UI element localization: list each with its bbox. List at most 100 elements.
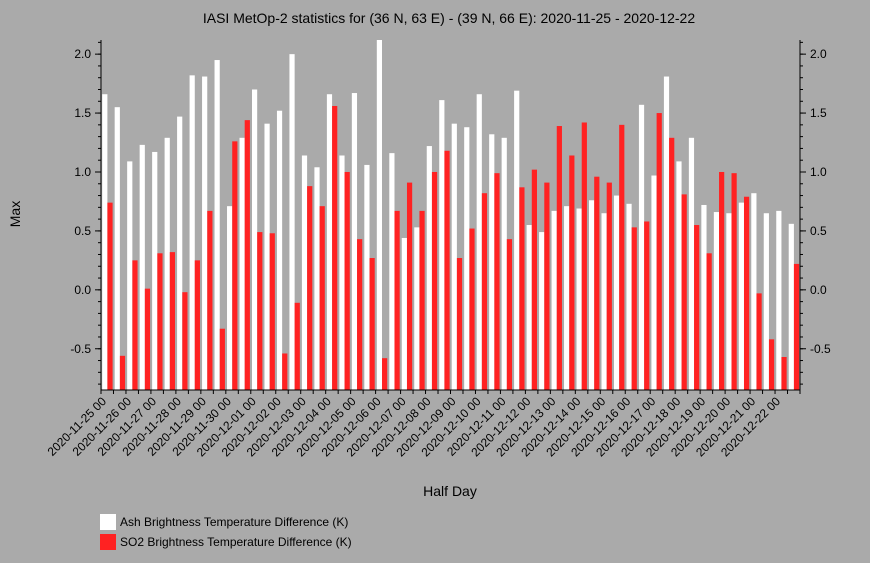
so2-bar [419,210,425,390]
so2-bar [519,187,525,390]
ash-bar [314,167,320,390]
so2-bar [182,292,188,390]
ash-bar [489,134,495,390]
ash-bar [464,127,470,391]
ash-bar [576,208,582,390]
so2-bar [531,169,537,390]
ash-bar [788,223,794,390]
ash-bar [651,175,657,390]
ash-bar [301,155,308,390]
so2-bar [257,232,263,390]
so2-bar [506,239,513,390]
so2-bar [469,228,475,390]
so2-bar [656,113,662,390]
ash-bar [526,225,532,390]
ash-bar [589,200,595,390]
ash-bar [601,213,607,390]
ash-bar [339,155,345,390]
ash-bar [214,60,220,390]
y-tick-label-left: 1.0 [74,165,91,179]
ash-bar [701,204,707,390]
so2-bar [694,225,700,390]
legend-item-so2: SO2 Brightness Temperature Difference (K… [100,532,352,552]
ash-bar [426,146,432,390]
chart-title: IASI MetOp-2 statistics for (36 N, 63 E)… [203,10,696,26]
ash-bar [713,212,720,390]
so2-bar [244,120,250,390]
ash-bar [177,116,183,390]
ash-bar [626,203,632,390]
so2-bar [743,196,750,390]
so2-bar [406,182,413,390]
so2-bar [394,210,400,390]
ash-bar [164,137,170,390]
so2-bar [581,122,587,391]
ash-bar [102,94,108,391]
ash-bar [289,54,295,390]
so2-bar [194,260,200,390]
so2-bar [119,355,126,390]
ash-bar [251,89,258,391]
ash-bar [613,195,620,390]
so2-bar [681,194,687,390]
so2-bar [756,293,762,390]
so2-bar [594,176,600,390]
so2-bar [768,339,775,390]
ash-bar [401,237,407,390]
so2-bar [781,357,787,390]
so2-bar [606,182,612,390]
legend-label-ash: Ash Brightness Temperature Difference (K… [120,515,349,529]
ash-bar [439,100,445,390]
legend-label-so2: SO2 Brightness Temperature Difference (K… [120,535,352,549]
so2-bar [294,302,300,390]
y-tick-label-right: 0.5 [810,224,827,238]
ash-bar [239,137,245,390]
so2-bar [382,358,388,390]
axes-group: -0.5 -0.50.0 0.00.5 0.51.0 1.01.5 1.52.0 2.020… [45,40,831,459]
ash-bar [139,144,145,390]
y-tick-label-left: 0.5 [74,224,91,238]
ash-bar [127,161,133,390]
so2-bar [332,105,338,391]
so2-bar [793,263,800,390]
so2-bar [619,124,625,390]
ash-bar [476,94,482,391]
ash-bar [663,76,670,390]
so2-bar [282,353,288,390]
ash-bar [189,75,195,390]
ash-bar [551,210,557,390]
so2-bar [219,328,225,390]
y-tick-label-right: -0.5 [810,342,831,356]
so2-bar [706,253,712,390]
so2-bar [456,258,463,390]
so2-bar [144,288,151,390]
y-tick-label-left: 0.0 [74,283,91,297]
ash-bar [564,206,570,390]
y-tick-label-left: 1.5 [74,106,91,120]
so2-bar [431,171,438,390]
so2-bar [157,253,163,390]
y-axis-label: Max [7,201,23,227]
ash-bar [738,202,744,390]
ash-bar [376,40,383,390]
y-tick-label-right: 1.5 [810,106,827,120]
ash-bar [326,94,333,391]
ash-bar [152,151,158,390]
so2-bar [494,173,500,390]
ash-bar [501,137,507,390]
so2-bar [631,227,637,390]
so2-bar [169,252,176,390]
ash-bar [514,90,520,391]
so2-bar [319,206,325,390]
so2-bar [556,126,562,390]
so2-bar [719,171,725,390]
x-axis-label: Half Day [423,483,477,499]
ash-bar [414,227,420,390]
y-tick-label-left: 2.0 [74,47,91,61]
so2-bar [444,150,450,390]
ash-bar [638,104,645,390]
legend-swatch-ash [100,514,116,530]
so2-bar [481,193,488,390]
so2-bar [644,221,650,390]
ash-bar [114,107,120,391]
